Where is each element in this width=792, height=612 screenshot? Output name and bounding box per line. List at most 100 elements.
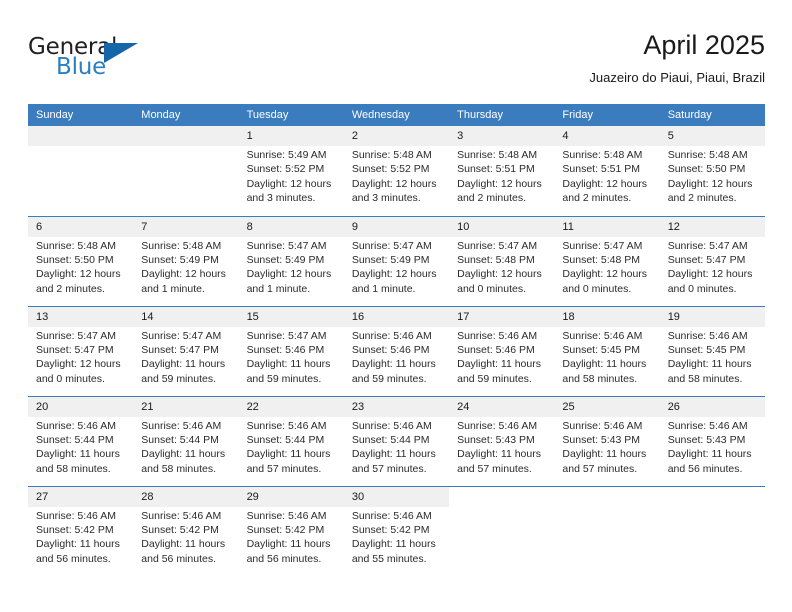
calendar-day-cell[interactable]: 22 Sunrise: 5:46 AM Sunset: 5:44 PM Dayligh… <box>238 395 344 486</box>
daylight-text-line2: and 2 minutes. <box>36 282 105 295</box>
day-details: Sunrise: 5:46 AM Sunset: 5:44 PM Daylight:… <box>239 417 344 477</box>
daylight-text-line1: Daylight: 11 hours <box>457 358 541 371</box>
daylight-text-line2: and 57 minutes. <box>351 462 427 475</box>
day-number: 16 <box>343 306 450 327</box>
calendar-day-cell[interactable]: 26 Sunrise: 5:46 AM Sunset: 5:43 PM Dayligh… <box>659 395 765 486</box>
day-number <box>554 486 660 507</box>
day-number: 21 <box>133 396 239 417</box>
calendar-day-cell[interactable]: 10 Sunrise: 5:47 AM Sunset: 5:48 PM Dayligh… <box>449 215 555 306</box>
day-details: Sunrise: 5:47 AM Sunset: 5:48 PM Daylight:… <box>449 237 554 297</box>
sunrise-text: Sunrise: 5:46 AM <box>351 329 432 342</box>
calendar-day-cell[interactable]: 16 Sunrise: 5:46 AM Sunset: 5:46 PM Dayligh… <box>343 305 450 396</box>
calendar-day-cell[interactable]: 27 Sunrise: 5:46 AM Sunset: 5:42 PM Dayligh… <box>28 485 134 576</box>
daylight-text-line2: and 56 minutes. <box>246 552 322 565</box>
sunset-text: Sunset: 5:43 PM <box>667 433 746 446</box>
daylight-text-line1: Daylight: 11 hours <box>246 538 331 551</box>
calendar-day-cell[interactable]: 8 Sunrise: 5:47 AM Sunset: 5:49 PM Daylight… <box>238 215 344 306</box>
sunset-text: Sunset: 5:44 PM <box>246 433 325 446</box>
daylight-text-line1: Daylight: 11 hours <box>562 448 647 461</box>
day-details: Sunrise: 5:47 AM Sunset: 5:49 PM Daylight:… <box>239 237 344 297</box>
sunrise-text: Sunrise: 5:46 AM <box>667 329 748 342</box>
daylight-text-line2: and 0 minutes. <box>36 372 105 385</box>
calendar-day-cell[interactable]: 13 Sunrise: 5:47 AM Sunset: 5:47 PM Dayligh… <box>28 305 134 396</box>
daylight-text-line2: and 2 minutes. <box>562 192 632 205</box>
daylight-text-line2: and 59 minutes. <box>351 372 427 385</box>
daylight-text-line2: and 0 minutes. <box>457 282 527 295</box>
day-number: 6 <box>28 216 134 237</box>
sunrise-text: Sunrise: 5:46 AM <box>141 419 222 432</box>
daylight-text-line1: Daylight: 11 hours <box>667 358 752 371</box>
daylight-text-line1: Daylight: 12 hours <box>36 268 121 281</box>
general-blue-logo[interactable]: General Blue <box>28 34 208 90</box>
day-number: 5 <box>659 126 765 146</box>
sunrise-text: Sunrise: 5:46 AM <box>246 509 327 522</box>
calendar-day-cell[interactable]: 5 Sunrise: 5:48 AM Sunset: 5:50 PM Daylight… <box>659 126 765 216</box>
calendar-day-cell[interactable]: 18 Sunrise: 5:46 AM Sunset: 5:45 PM Dayligh… <box>554 305 660 396</box>
daylight-text-line1: Daylight: 12 hours <box>562 268 648 281</box>
sunset-text: Sunset: 5:47 PM <box>36 343 114 356</box>
day-number: 11 <box>554 216 660 237</box>
day-number: 20 <box>28 396 134 417</box>
calendar-day-cell[interactable]: 6 Sunrise: 5:48 AM Sunset: 5:50 PM Daylight… <box>28 215 134 306</box>
day-details: Sunrise: 5:46 AM Sunset: 5:42 PM Daylight:… <box>344 507 449 567</box>
sunrise-text: Sunrise: 5:46 AM <box>36 419 116 432</box>
calendar-day-cell[interactable]: 11 Sunrise: 5:47 AM Sunset: 5:48 PM Dayligh… <box>554 215 660 306</box>
calendar-week-row: 27 Sunrise: 5:46 AM Sunset: 5:42 PM Dayligh… <box>28 485 765 576</box>
calendar-day-cell[interactable]: 2 Sunrise: 5:48 AM Sunset: 5:52 PM Daylight… <box>343 126 450 216</box>
calendar-day-cell[interactable]: 7 Sunrise: 5:48 AM Sunset: 5:49 PM Daylight… <box>133 215 239 306</box>
calendar-day-cell[interactable]: 9 Sunrise: 5:47 AM Sunset: 5:49 PM Daylight… <box>343 215 450 306</box>
day-number: 8 <box>238 216 344 237</box>
calendar-day-cell[interactable]: 29 Sunrise: 5:46 AM Sunset: 5:42 PM Dayligh… <box>238 485 344 576</box>
daylight-text-line2: and 59 minutes. <box>457 372 532 385</box>
sunrise-text: Sunrise: 5:46 AM <box>351 419 432 432</box>
calendar-empty-cell <box>554 485 660 576</box>
weekday-header-thursday: Thursday <box>449 104 555 126</box>
sunset-text: Sunset: 5:44 PM <box>351 433 430 446</box>
calendar-day-cell[interactable]: 19 Sunrise: 5:46 AM Sunset: 5:45 PM Dayligh… <box>659 305 765 396</box>
daylight-text-line1: Daylight: 12 hours <box>457 268 542 281</box>
sunset-text: Sunset: 5:52 PM <box>246 163 325 176</box>
sunset-text: Sunset: 5:49 PM <box>141 253 219 266</box>
daylight-text-line2: and 58 minutes. <box>667 372 743 385</box>
calendar-week-row: 13 Sunrise: 5:47 AM Sunset: 5:47 PM Dayligh… <box>28 305 765 396</box>
calendar-day-cell[interactable]: 24 Sunrise: 5:46 AM Sunset: 5:43 PM Dayligh… <box>449 395 555 486</box>
daylight-text-line2: and 1 minute. <box>351 282 416 295</box>
daylight-text-line1: Daylight: 11 hours <box>36 538 120 551</box>
day-number <box>133 126 239 146</box>
sunset-text: Sunset: 5:47 PM <box>141 343 219 356</box>
calendar-empty-cell <box>659 485 765 576</box>
daylight-text-line2: and 1 minute. <box>246 282 311 295</box>
daylight-text-line1: Daylight: 11 hours <box>141 358 226 371</box>
sunrise-text: Sunrise: 5:46 AM <box>457 329 538 342</box>
daylight-text-line1: Daylight: 11 hours <box>351 358 436 371</box>
calendar-day-cell[interactable]: 17 Sunrise: 5:46 AM Sunset: 5:46 PM Dayligh… <box>449 305 555 396</box>
calendar-day-cell[interactable]: 23 Sunrise: 5:46 AM Sunset: 5:44 PM Dayligh… <box>343 395 450 486</box>
calendar-day-cell[interactable]: 3 Sunrise: 5:48 AM Sunset: 5:51 PM Daylight… <box>449 126 555 216</box>
daylight-text-line2: and 3 minutes. <box>246 192 316 205</box>
calendar-day-cell[interactable]: 4 Sunrise: 5:48 AM Sunset: 5:51 PM Daylight… <box>554 126 660 216</box>
daylight-text-line1: Daylight: 11 hours <box>36 448 120 461</box>
calendar-day-cell[interactable]: 15 Sunrise: 5:47 AM Sunset: 5:46 PM Dayligh… <box>238 305 344 396</box>
day-number <box>449 486 555 507</box>
daylight-text-line2: and 0 minutes. <box>562 282 632 295</box>
day-details: Sunrise: 5:46 AM Sunset: 5:42 PM Daylight:… <box>133 507 238 567</box>
day-details: Sunrise: 5:46 AM Sunset: 5:42 PM Daylight:… <box>28 507 133 567</box>
weekday-header-saturday: Saturday <box>659 104 765 126</box>
calendar-day-cell[interactable]: 20 Sunrise: 5:46 AM Sunset: 5:44 PM Dayligh… <box>28 395 134 486</box>
daylight-text-line2: and 3 minutes. <box>351 192 421 205</box>
calendar-day-cell[interactable]: 30 Sunrise: 5:46 AM Sunset: 5:42 PM Dayligh… <box>343 485 450 576</box>
title-block: April 2025 Juazeiro do Piaui, Piaui, Bra… <box>589 28 765 88</box>
calendar-day-cell[interactable]: 14 Sunrise: 5:47 AM Sunset: 5:47 PM Dayligh… <box>133 305 239 396</box>
calendar-day-cell[interactable]: 25 Sunrise: 5:46 AM Sunset: 5:43 PM Dayligh… <box>554 395 660 486</box>
sunrise-text: Sunrise: 5:46 AM <box>667 419 748 432</box>
calendar-day-cell[interactable]: 28 Sunrise: 5:46 AM Sunset: 5:42 PM Dayligh… <box>133 485 239 576</box>
sunset-text: Sunset: 5:42 PM <box>141 523 219 536</box>
day-details: Sunrise: 5:46 AM Sunset: 5:43 PM Daylight:… <box>554 417 659 477</box>
day-number: 26 <box>659 396 765 417</box>
sunrise-text: Sunrise: 5:48 AM <box>36 239 116 252</box>
sunset-text: Sunset: 5:45 PM <box>562 343 641 356</box>
calendar-day-cell[interactable]: 12 Sunrise: 5:47 AM Sunset: 5:47 PM Dayligh… <box>659 215 765 306</box>
day-details: Sunrise: 5:46 AM Sunset: 5:45 PM Daylight:… <box>660 327 765 387</box>
calendar-day-cell[interactable]: 1 Sunrise: 5:49 AM Sunset: 5:52 PM Daylight… <box>238 126 344 216</box>
calendar-day-cell[interactable]: 21 Sunrise: 5:46 AM Sunset: 5:44 PM Dayligh… <box>133 395 239 486</box>
